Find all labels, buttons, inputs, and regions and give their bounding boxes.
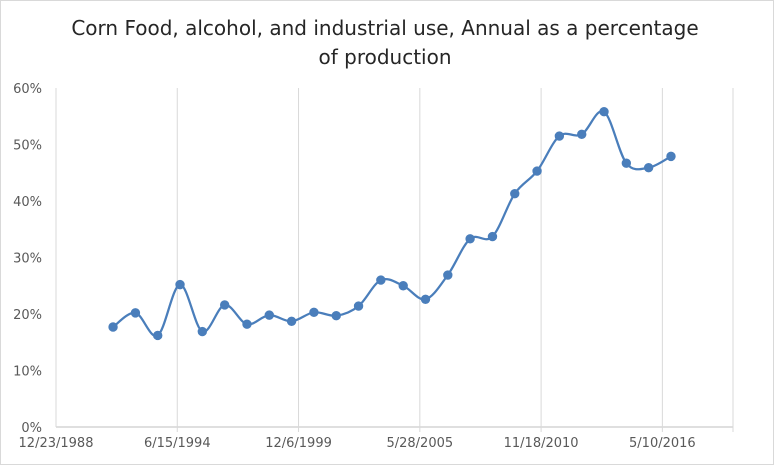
x-tick-label: 5/28/2005 xyxy=(386,436,453,451)
data-point xyxy=(487,231,498,242)
data-point xyxy=(599,107,609,117)
data-point xyxy=(175,279,185,290)
y-tick-label: 0% xyxy=(21,421,42,436)
data-point xyxy=(309,307,319,318)
data-point xyxy=(153,330,163,341)
y-tick-label: 20% xyxy=(13,308,42,323)
data-point xyxy=(353,301,364,311)
x-tick-label: 11/18/2010 xyxy=(504,436,579,451)
data-point xyxy=(621,158,632,168)
data-point xyxy=(510,188,520,199)
data-point xyxy=(443,270,453,280)
data-point xyxy=(398,281,408,291)
x-tick-label: 12/23/1988 xyxy=(19,436,94,451)
y-tick-label: 30% xyxy=(13,252,42,267)
x-tick-label: 6/15/1994 xyxy=(144,436,211,451)
data-point xyxy=(666,151,676,162)
data-point xyxy=(577,129,587,140)
data-point xyxy=(219,300,230,310)
data-point xyxy=(242,319,252,329)
y-tick-label: 40% xyxy=(13,195,42,210)
data-point xyxy=(554,131,565,141)
data-point xyxy=(331,310,341,321)
data-point xyxy=(643,162,654,173)
x-tick-label: 12/6/1999 xyxy=(265,436,332,451)
data-point xyxy=(264,310,274,320)
y-tick-label: 60% xyxy=(13,82,42,97)
data-point xyxy=(130,308,141,318)
series-line xyxy=(112,110,672,338)
data-point xyxy=(465,234,475,244)
data-point xyxy=(376,275,386,285)
data-point xyxy=(108,322,118,332)
x-tick-label: 5/10/2016 xyxy=(629,436,696,451)
data-point xyxy=(286,316,297,327)
data-point xyxy=(532,166,542,176)
chart-title: Corn Food, alcohol, and industrial use, … xyxy=(71,16,699,69)
y-tick-label: 10% xyxy=(13,365,42,380)
y-tick-label: 50% xyxy=(13,139,42,154)
data-point xyxy=(197,326,208,337)
data-point xyxy=(420,294,431,305)
